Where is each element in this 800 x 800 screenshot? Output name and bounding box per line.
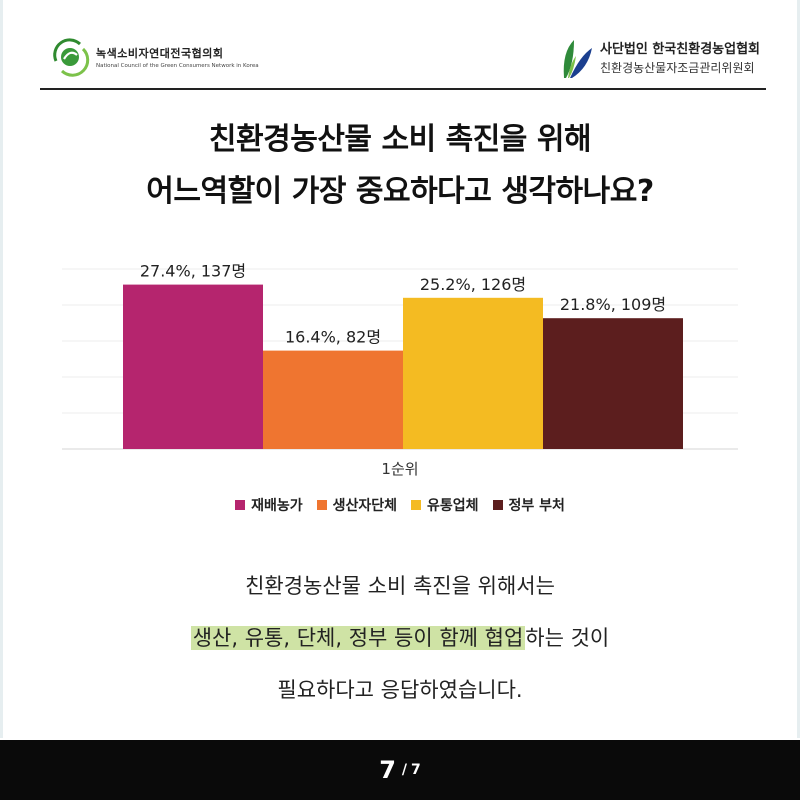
page-separator: / [401,762,408,778]
chart-legend: 재배농가 생산자단체 유통업체 정부 부처 [0,495,800,515]
title-line-2: 어느역할이 가장 중요하다고 생각하나요? [146,174,654,209]
legend-item-producer-groups: 생산자단체 [316,495,397,515]
bar [123,284,263,449]
legend-item-distributors: 유통업체 [411,495,479,515]
data-label: 16.4%, 82명 [285,328,381,347]
leaf-logo-icon [563,40,592,78]
data-label: 27.4%, 137명 [140,262,246,281]
legend-label: 유통업체 [427,498,479,514]
legend-swatch [492,500,503,510]
page-title: 친환경농산물 소비 촉진을 위해 어느역할이 가장 중요하다고 생각하나요? [0,114,800,218]
legend-swatch [411,500,421,510]
right-logo-line2: 친환경농산물자조금관리위원회 [599,61,755,75]
bar [543,318,683,449]
x-category-label: 1순위 [381,460,419,478]
green-consumers-mark-icon [53,38,90,77]
legend-item-farmers: 재배농가 [235,495,303,515]
korea-eco-agriculture-logo: 사단법인 한국친환경농업협회 친환경농산물자조금관리위원회 [560,32,760,82]
bar [403,297,543,449]
legend-label: 정부 부처 [508,498,565,514]
summary-line-1: 친환경농산물 소비 촉진을 위해서는 [245,574,555,598]
right-logo-line1: 사단법인 한국친환경농업협회 [599,42,760,57]
page-footer: 7 / 7 [0,740,800,800]
bar [263,350,403,449]
legend-swatch [316,500,327,510]
chart-canvas: 27.4%, 137명 16.4%, 82명 25.2%, 126명 21.8%, 1… [62,262,738,450]
data-label: 25.2%, 126명 [420,275,526,294]
current-page-number: 7 [379,756,396,784]
title-line-1: 친환경농산물 소비 촉진을 위해 [208,122,592,157]
summary-line-2-rest: 하는 것이 [525,626,610,650]
green-consumers-logo: 녹색소비자연대전국협의회 National Council of the Gre… [50,34,259,80]
left-edge [0,0,3,738]
legend-item-government: 정부 부처 [492,495,565,515]
summary-text: 친환경농산물 소비 촉진을 위해서는 생산, 유통, 단체, 정부 등이 함께 … [0,566,800,722]
legend-swatch [235,500,246,510]
right-edge [797,0,800,738]
bar-chart: 27.4%, 137명 16.4%, 82명 25.2%, 126명 21.8%, 1… [0,250,800,480]
summary-line-3: 필요하다고 응답하였습니다. [277,678,523,702]
left-logo-name-ko: 녹색소비자연대전국협의회 [96,47,224,60]
total-page-number: 7 [411,762,421,778]
header: 녹색소비자연대전국협의회 National Council of the Gre… [40,26,766,90]
summary-line-2: 생산, 유통, 단체, 정부 등이 함께 협업하는 것이 [0,618,800,670]
legend-label: 생산자단체 [332,498,397,514]
left-logo-name-en: National Council of the Green Consumers … [96,63,259,69]
summary-highlight: 생산, 유통, 단체, 정부 등이 함께 협업 [190,626,526,650]
legend-label: 재배농가 [251,498,303,514]
data-label: 21.8%, 109명 [560,295,666,314]
